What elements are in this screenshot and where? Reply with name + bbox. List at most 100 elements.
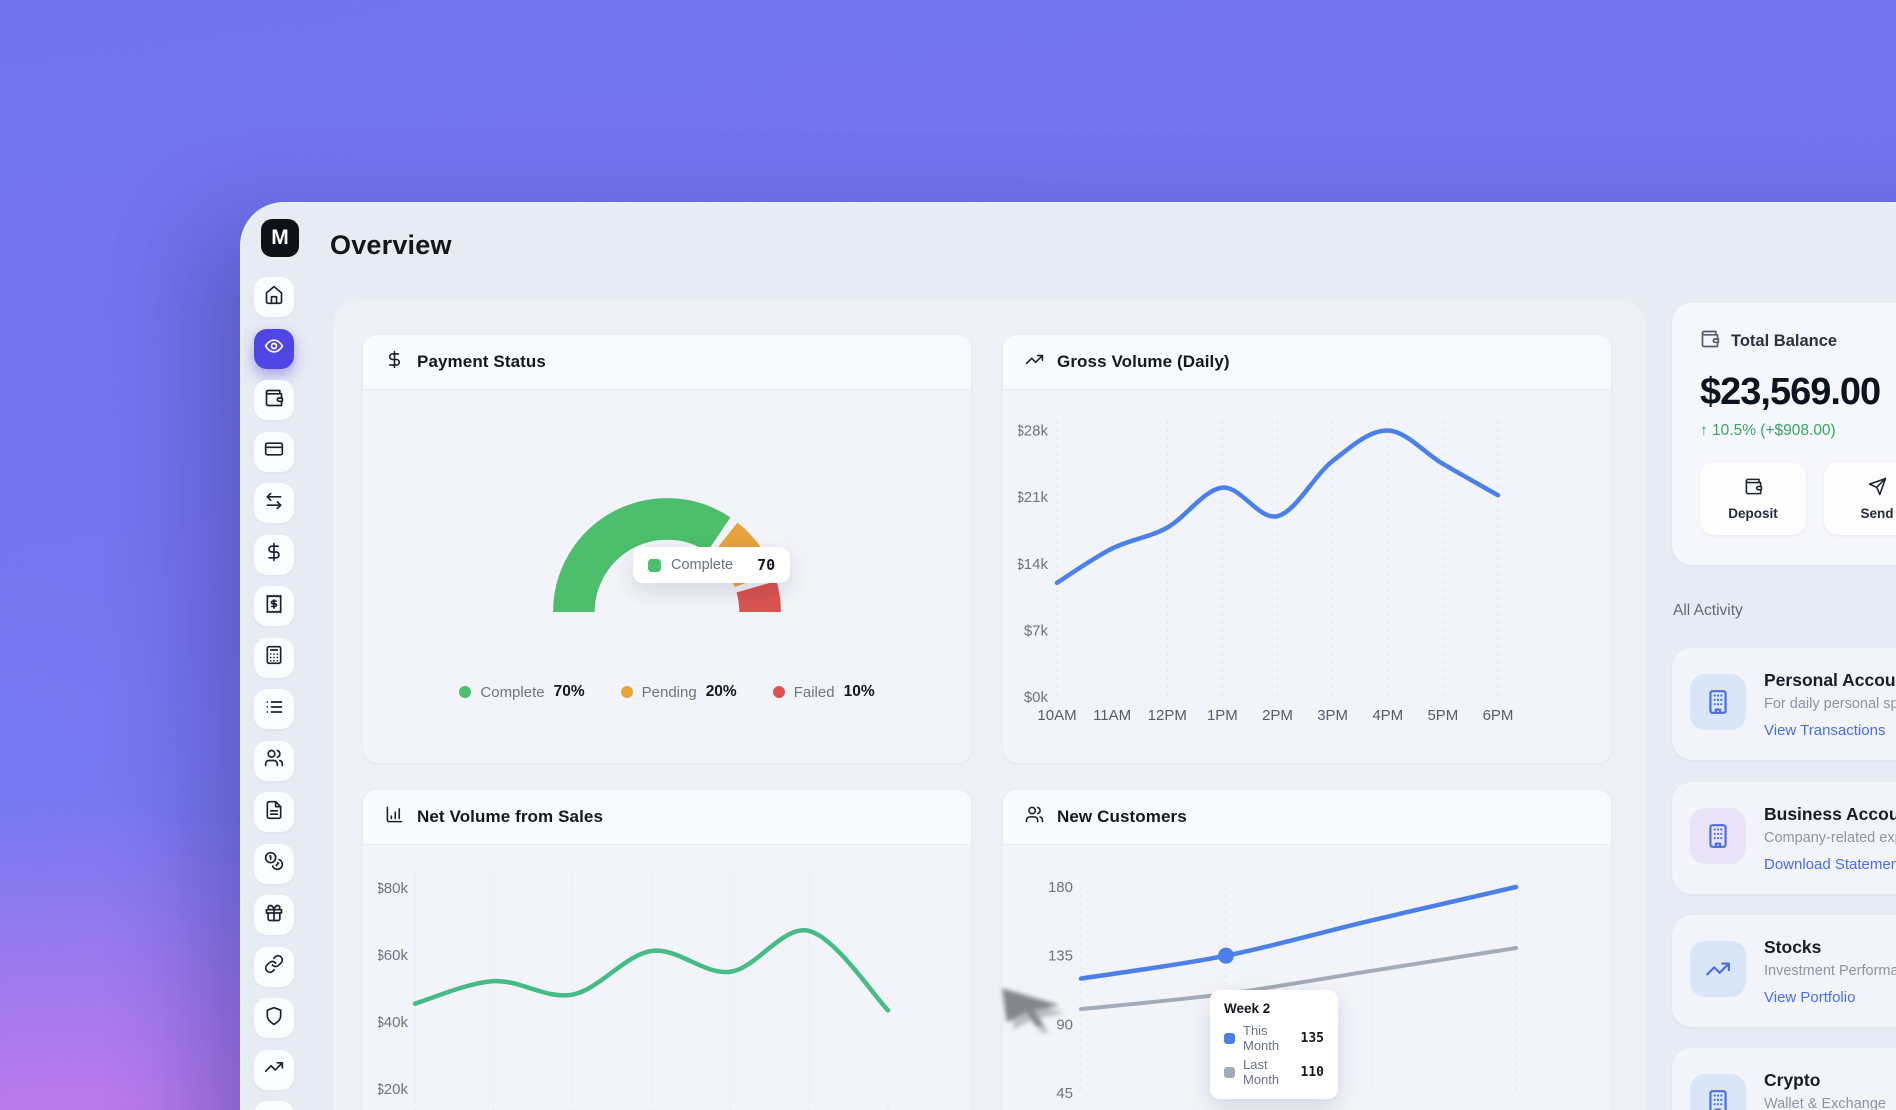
eye-icon [264,336,284,361]
all-activity-heading: All Activity [1673,602,1743,619]
home-icon [264,285,284,310]
dollar-icon [385,350,404,374]
receipt-icon [264,594,284,619]
gross-volume-chart[interactable]: $0k $7k $14k $21k $28k 10AM 11AM 12PM 1PM 2PM 3PM 4… [1018,407,1598,727]
users-icon [264,748,284,773]
total-balance-change: ↑ 10.5% (+$908.00) [1700,422,1836,439]
total-balance-amount: $23,569.00 [1700,371,1881,413]
gauge-tooltip: Complete 70 [633,547,791,583]
building-icon [1690,1074,1746,1110]
legend-item-failed: Failed 10% [772,683,875,701]
account-title: Crypto [1764,1070,1821,1090]
svg-text:12PM: 12PM [1148,707,1187,724]
svg-text:180: 180 [1048,879,1073,896]
send-icon [1868,477,1887,499]
trending-up-icon [264,1057,284,1082]
deposit-button[interactable]: Deposit [1700,462,1806,535]
svg-text:4PM: 4PM [1372,707,1403,724]
dashboard-grid: Payment Status Complete 70 Complete 70% … [333,300,1646,1110]
sidebar-item-growth[interactable] [254,1049,294,1090]
svg-text:$40k: $40k [378,1014,408,1031]
svg-text:$60k: $60k [378,947,408,964]
svg-text:$20k: $20k [378,1081,408,1098]
tooltip-row-this-month: This Month 135 [1224,1023,1324,1053]
last-month-swatch [1224,1066,1235,1078]
sidebar-item-transfers[interactable] [254,483,294,523]
sidebar-item-wallet[interactable] [254,380,294,420]
svg-text:10AM: 10AM [1037,707,1076,724]
sidebar-item-transactions[interactable] [254,689,294,729]
sidebar-item-invoices[interactable] [254,586,294,626]
wallet-icon [264,388,284,413]
personal-account-card: Personal Account For daily personal spen… [1672,648,1896,760]
total-balance-label: Total Balance [1731,332,1838,350]
svg-text:11AM: 11AM [1093,707,1131,724]
sidebar-item-integrations[interactable] [254,946,294,987]
legend-item-pending: Pending 20% [620,683,737,701]
gauge-legend: Complete 70% Pending 20% Failed 10% [363,683,971,701]
account-title: Stocks [1764,937,1822,957]
sidebar-item-team[interactable] [254,740,294,781]
sidebar-item-cards[interactable] [254,431,294,472]
svg-text:45: 45 [1056,1085,1073,1102]
svg-text:90: 90 [1056,1016,1073,1033]
shield-icon [264,1006,284,1031]
sidebar-item-home[interactable] [254,277,294,317]
complete-swatch [648,558,661,572]
svg-text:$14k: $14k [1018,556,1048,573]
gross-volume-card: Gross Volume (Daily) $0k $7k $14k $21k $28k 1… [1003,335,1611,763]
svg-text:135: 135 [1048,948,1073,965]
tooltip-value: 70 [757,556,776,574]
sidebar-item-payments[interactable] [254,534,294,575]
tooltip-row-last-month: Last Month 110 [1224,1057,1324,1087]
new-customers-chart[interactable]: 45 90 135 180 [1018,862,1598,1110]
link-icon [264,954,284,979]
card-title: Net Volume from Sales [417,807,604,826]
view-transactions-link[interactable]: View Transactions [1764,722,1886,739]
week-tooltip: Week 2 This Month 135 Last Month 110 [1210,990,1338,1099]
app-logo: M [261,219,299,257]
new-customers-header: New Customers [1003,790,1611,845]
sidebar-item-security[interactable] [254,998,294,1038]
send-button[interactable]: Send [1824,462,1896,535]
sidebar-item-apps[interactable] [254,1101,294,1110]
tooltip-title: Week 2 [1224,1001,1271,1016]
card-title: Payment Status [417,352,546,371]
business-account-card: Business Account Company-related expense… [1672,782,1896,894]
svg-text:$7k: $7k [1024,622,1049,639]
svg-text:$21k: $21k [1018,489,1048,506]
net-volume-chart[interactable]: $20k $40k $60k $80k [378,862,958,1110]
building-icon [1690,808,1746,864]
gross-volume-header: Gross Volume (Daily) [1003,335,1611,390]
view-portfolio-link[interactable]: View Portfolio [1764,989,1856,1006]
gift-icon [264,903,284,928]
sidebar [254,277,294,1110]
list-icon [264,697,284,722]
svg-text:5PM: 5PM [1427,707,1458,724]
document-icon [264,800,284,825]
this-month-swatch [1224,1032,1235,1044]
sidebar-item-rewards[interactable] [254,895,294,935]
balance-actions: Deposit Send [1700,462,1896,535]
svg-text:1PM: 1PM [1207,707,1238,724]
download-statements-link[interactable]: Download Statements [1764,856,1896,873]
wallet-icon [1744,477,1763,499]
svg-text:3PM: 3PM [1317,707,1348,724]
complete-dot [459,686,472,698]
payment-status-header: Payment Status [363,335,971,390]
building-icon [1690,674,1746,730]
sidebar-item-overview[interactable] [254,328,294,369]
account-title: Business Account [1764,804,1896,824]
coins-icon [264,851,284,876]
sidebar-item-documents[interactable] [254,792,294,832]
sidebar-item-capital[interactable] [254,843,294,884]
svg-text:$80k: $80k [378,880,408,897]
net-volume-card: Net Volume from Sales $20k $40k $60k $80k [363,790,971,1110]
sidebar-item-accounting[interactable] [254,637,294,678]
trending-up-icon [1025,350,1044,374]
failed-dot [772,686,785,698]
transfers-icon [264,491,284,516]
svg-text:$0k: $0k [1024,689,1049,706]
new-customers-card: New Customers 45 90 135 180 Week 2 This Mon… [1003,790,1611,1110]
account-subtitle: For daily personal spending [1764,696,1896,712]
